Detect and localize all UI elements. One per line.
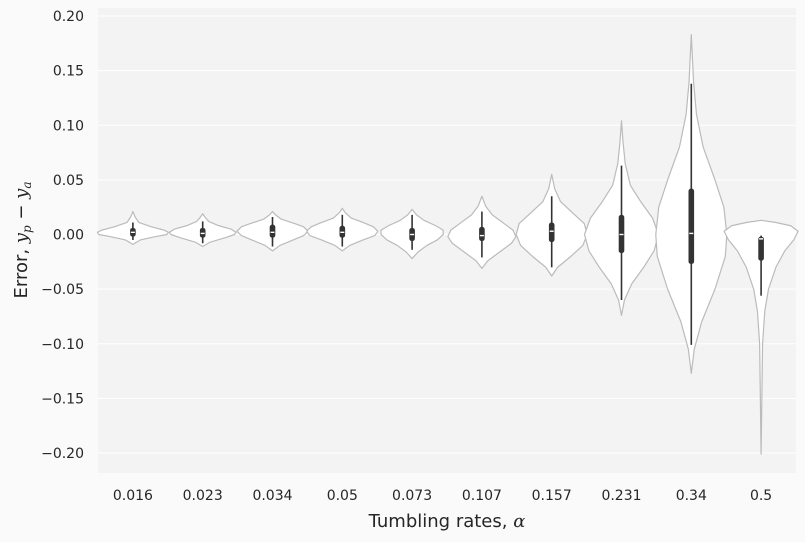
violin-0.016 (96, 210, 170, 245)
violin-box (269, 224, 276, 238)
violin-0.5 (723, 219, 799, 455)
y-tick-label: 0.15 (53, 64, 84, 80)
violin-0.034 (236, 210, 309, 252)
y-axis-label-text: Error, (11, 243, 32, 298)
x-axis-label-math: α (513, 511, 525, 532)
violin-box (758, 236, 764, 261)
grid-lines (98, 15, 796, 454)
violin-box (688, 188, 695, 264)
violin-0.34 (655, 33, 728, 374)
violins (96, 33, 799, 455)
x-tick-label: 0.034 (252, 488, 292, 504)
y-axis-label-op: − (11, 199, 32, 226)
violin-0.231 (583, 120, 660, 316)
y-tick-label: 0.20 (53, 9, 84, 25)
x-tick-label: 0.231 (601, 488, 641, 504)
violin-0.073 (380, 208, 444, 260)
y-axis-label-var1: y (11, 232, 32, 244)
y-tick-label: 0.10 (53, 118, 84, 134)
x-axis-label-text: Tumbling rates, (368, 511, 514, 532)
x-tick-label: 0.023 (183, 488, 223, 504)
y-tick-label: −0.15 (41, 391, 84, 407)
y-tick-label: −0.10 (41, 337, 84, 353)
y-axis-label-sub2: a (20, 181, 34, 188)
x-tick-label: 0.34 (676, 488, 707, 504)
x-tick-label: 0.107 (462, 488, 502, 504)
violin-0.157 (515, 173, 588, 277)
violin-0.05 (306, 207, 379, 252)
violin-0.107 (447, 195, 517, 269)
x-tick-label: 0.05 (327, 488, 358, 504)
x-tick-label: 0.5 (750, 488, 772, 504)
x-axis-label: Tumbling rates, α (368, 511, 526, 532)
y-tick-label: 0.05 (53, 173, 84, 189)
y-tick-labels: 0.20 0.15 0.10 0.05 0.00 −0.05 −0.10 −0.15 −0.20 (41, 9, 84, 462)
y-tick-label: −0.05 (41, 282, 84, 298)
y-tick-label: 0.00 (53, 228, 84, 244)
violin-body (723, 219, 799, 455)
violin-box (479, 226, 485, 242)
y-tick-label: −0.20 (41, 446, 84, 462)
y-axis-label: Error, yp − ya (11, 181, 34, 298)
x-tick-label: 0.157 (532, 488, 572, 504)
violin-box (548, 222, 555, 243)
x-tick-label: 0.073 (392, 488, 432, 504)
x-tick-labels: 0.016 0.023 0.034 0.05 0.073 0.107 0.157 0.231 0… (113, 488, 772, 504)
y-axis-label-var2: y (11, 188, 32, 200)
y-axis-label-sub1: p (20, 225, 34, 233)
x-tick-label: 0.016 (113, 488, 153, 504)
violin-0.023 (168, 213, 237, 248)
